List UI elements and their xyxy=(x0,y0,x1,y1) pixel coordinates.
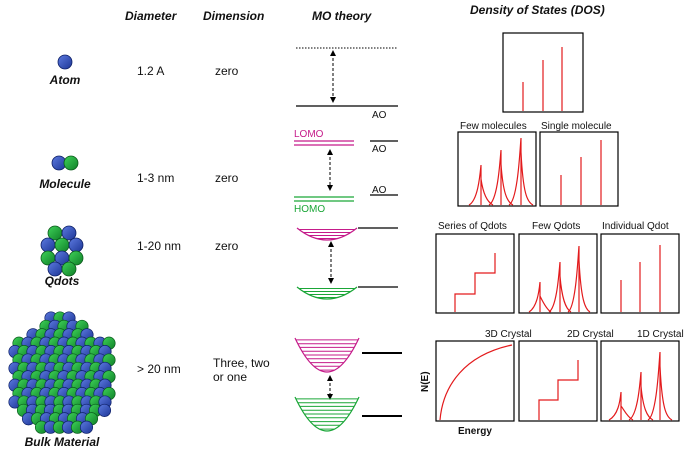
dos-peak xyxy=(628,371,654,421)
dos-label-few-molecules: Few molecules xyxy=(460,121,527,132)
row-label-atom: Atom xyxy=(49,73,81,87)
bulk-sphere xyxy=(79,420,94,434)
mo-bulk-wells xyxy=(294,337,402,432)
dos-peak xyxy=(608,391,634,421)
dos-panel-1d-crystal xyxy=(600,340,680,422)
dos-peak xyxy=(468,164,494,206)
homo-label: HOMO xyxy=(294,204,325,215)
dos-peak xyxy=(647,351,673,421)
diameter-qdots: 1-20 nm xyxy=(137,239,181,253)
bulk-sphere xyxy=(97,403,112,417)
x-axis-label: Energy xyxy=(458,426,492,437)
dos-panel-few-qdots xyxy=(518,233,598,314)
header-dos: Density of States (DOS) xyxy=(470,3,605,17)
dos-label-individual-qdot: Individual Qdot xyxy=(602,221,669,232)
diameter-molecule: 1-3 nm xyxy=(137,171,174,185)
mo-ao-label-2: AO xyxy=(372,144,387,155)
qdot-sphere xyxy=(54,237,70,253)
qdot-sphere xyxy=(40,237,56,253)
qdot-sphere xyxy=(61,225,77,241)
header-diameter: Diameter xyxy=(125,9,178,23)
dos-panel-single-molecule xyxy=(539,131,619,207)
dos-panel-few-molecules xyxy=(457,131,537,207)
qdot-sphere xyxy=(61,261,77,277)
qdot-sphere xyxy=(68,237,84,253)
dos-label-3d-crystal: 3D Crystal xyxy=(485,329,532,340)
mo-molecule: LOMO AO AO HOMO xyxy=(294,129,398,215)
row-label-bulk: Bulk Material xyxy=(25,435,100,449)
qdot-sphere xyxy=(68,250,84,266)
dimension-molecule: zero xyxy=(215,171,239,185)
dos-label-series-qdots: Series of Qdots xyxy=(438,221,507,232)
dos-peak xyxy=(567,245,591,313)
header-mo-theory: MO theory xyxy=(312,9,373,23)
qdot-sphere xyxy=(47,225,63,241)
dos-panel-3d-crystal xyxy=(435,340,515,422)
diameter-bulk: > 20 nm xyxy=(137,362,181,376)
mo-atom: AO xyxy=(296,47,398,121)
diameter-atom: 1.2 A xyxy=(137,64,164,78)
molecule-icon xyxy=(51,155,79,171)
qdot-cluster-icon xyxy=(40,225,84,277)
mo-ao-label-3: AO xyxy=(372,185,387,196)
dos-panel-atom xyxy=(502,32,584,113)
y-axis-label: N(E) xyxy=(420,371,431,392)
dos-peak xyxy=(548,261,572,313)
dos-panel-individual-qdot xyxy=(600,233,680,314)
atom-icon xyxy=(57,54,73,70)
row-label-qdots: Qdots xyxy=(45,274,80,288)
dos-label-few-qdots: Few Qdots xyxy=(532,221,580,232)
lomo-label: LOMO xyxy=(294,129,324,140)
dos-peak xyxy=(488,149,514,206)
dos-label-1d-crystal: 1D Crystal xyxy=(637,329,684,340)
energy-well xyxy=(296,286,358,300)
dimension-bulk-line1: Three, two xyxy=(213,356,270,370)
row-label-molecule: Molecule xyxy=(39,177,91,191)
dos-panel-2d-crystal xyxy=(518,340,598,422)
bulk-crystal-icon xyxy=(8,311,116,434)
dimension-atom: zero xyxy=(215,64,239,78)
mo-ao-label-1: AO xyxy=(372,110,387,121)
dos-peak xyxy=(508,137,534,206)
mo-qdots-wells xyxy=(296,227,398,300)
dos-label-single-molecule: Single molecule xyxy=(541,121,612,132)
dos-label-2d-crystal: 2D Crystal xyxy=(567,329,614,340)
dimension-bulk-line2: or one xyxy=(213,370,247,384)
header-dimension: Dimension xyxy=(203,9,264,23)
dos-panel-series-qdots xyxy=(435,233,515,314)
energy-well xyxy=(296,227,358,241)
dimension-qdots: zero xyxy=(215,239,239,253)
